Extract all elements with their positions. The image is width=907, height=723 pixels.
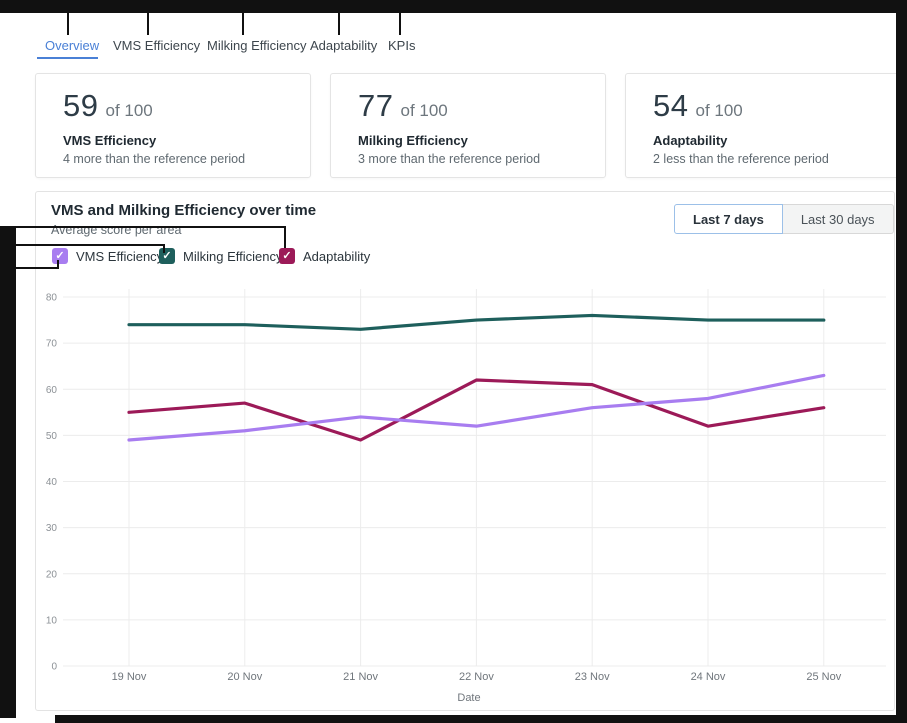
svg-text:80: 80: [46, 293, 58, 304]
legend-label: VMS Efficiency: [76, 248, 164, 264]
svg-text:0: 0: [51, 662, 57, 673]
milking-efficiency-checkbox[interactable]: ✓: [159, 248, 175, 264]
vms-efficiency-checkbox[interactable]: ✓: [52, 248, 68, 264]
stat-of-label: of 100: [105, 101, 153, 120]
svg-text:50: 50: [46, 431, 58, 442]
last-7-days-button[interactable]: Last 7 days: [674, 204, 783, 234]
svg-text:22 Nov: 22 Nov: [459, 671, 494, 683]
last-30-days-button[interactable]: Last 30 days: [782, 204, 894, 234]
tab-bar: Overview VMS Efficiency Milking Efficien…: [0, 38, 907, 62]
svg-text:19 Nov: 19 Nov: [112, 671, 147, 683]
annotation-tick-overview: [67, 13, 69, 35]
stat-title: Adaptability: [653, 133, 728, 148]
svg-text:24 Nov: 24 Nov: [691, 671, 726, 683]
annotation-bottom-bar: [55, 715, 907, 723]
tab-adaptability[interactable]: Adaptability: [310, 38, 378, 53]
efficiency-line-chart: 0 10 20 30 40 50 60 70 80 19 Nov 20 Nov 21 Nov 22 No…: [41, 289, 891, 714]
annotation-tick-vms-efficiency: [147, 13, 149, 35]
tab-milking-efficiency[interactable]: Milking Efficiency: [207, 38, 307, 53]
svg-text:30: 30: [46, 523, 58, 534]
stat-subtitle: 3 more than the reference period: [358, 152, 541, 166]
active-tab-indicator: [37, 57, 98, 59]
legend-item-milking-efficiency: ✓ Milking Efficiency: [159, 248, 282, 264]
annotation-tick-milking-efficiency: [242, 13, 244, 35]
stat-value: 59: [63, 88, 99, 123]
svg-text:70: 70: [46, 339, 58, 350]
annotation-callout-vms-h: [14, 267, 59, 269]
legend-label: Milking Efficiency: [183, 248, 283, 264]
stat-title: Milking Efficiency: [358, 133, 468, 148]
checkmark-icon: ✓: [282, 250, 292, 262]
adaptability-checkbox[interactable]: ✓: [279, 248, 295, 264]
svg-text:20 Nov: 20 Nov: [227, 671, 262, 683]
chart-title: VMS and Milking Efficiency over time: [51, 202, 317, 219]
annotation-callout-vms-v: [57, 260, 59, 269]
svg-text:25 Nov: 25 Nov: [806, 671, 841, 683]
tab-vms-efficiency[interactable]: VMS Efficiency: [113, 38, 201, 53]
checkmark-icon: ✓: [162, 250, 172, 262]
stat-of-label: of 100: [695, 101, 743, 120]
stat-card-milking-efficiency: 77 of 100 Milking Efficiency 3 more than…: [330, 73, 606, 178]
stat-subtitle: 2 less than the reference period: [653, 152, 829, 166]
legend-item-vms-efficiency: ✓ VMS Efficiency: [52, 248, 163, 264]
tab-kpis[interactable]: KPIs: [388, 38, 416, 53]
stat-value: 77: [358, 88, 394, 123]
annotation-tick-adaptability: [338, 13, 340, 35]
svg-text:60: 60: [46, 385, 58, 396]
stat-subtitle: 4 more than the reference period: [63, 152, 246, 166]
annotation-left-bar: [0, 226, 16, 718]
svg-text:20: 20: [46, 569, 58, 580]
svg-text:10: 10: [46, 615, 58, 626]
annotation-tick-kpis: [399, 13, 401, 35]
legend-label: Adaptability: [303, 248, 371, 264]
tab-overview[interactable]: Overview: [45, 38, 100, 53]
legend-item-adaptability: ✓ Adaptability: [279, 248, 370, 264]
stat-title: VMS Efficiency: [63, 133, 157, 148]
annotation-right-bar: [896, 0, 907, 723]
stat-value: 54: [653, 88, 689, 123]
checkmark-icon: ✓: [55, 250, 65, 262]
annotation-callout-adaptability-h: [14, 226, 286, 228]
stat-of-label: of 100: [400, 101, 448, 120]
annotation-top-bar: [0, 0, 907, 13]
chart-card: VMS and Milking Efficiency over time Ave…: [35, 191, 895, 711]
svg-text:Date: Date: [457, 692, 480, 704]
date-range-toggle: Last 7 days Last 30 days: [674, 204, 894, 234]
stat-card-vms-efficiency: 59 of 100 VMS Efficiency 4 more than the…: [35, 73, 311, 178]
svg-text:21 Nov: 21 Nov: [343, 671, 378, 683]
stat-card-adaptability: 54 of 100 Adaptability 2 less than the r…: [625, 73, 901, 178]
annotation-callout-milking-v: [163, 244, 165, 253]
svg-text:23 Nov: 23 Nov: [575, 671, 610, 683]
annotation-callout-milking-h: [14, 244, 165, 246]
svg-text:40: 40: [46, 477, 58, 488]
annotation-callout-adaptability-v: [284, 226, 286, 248]
